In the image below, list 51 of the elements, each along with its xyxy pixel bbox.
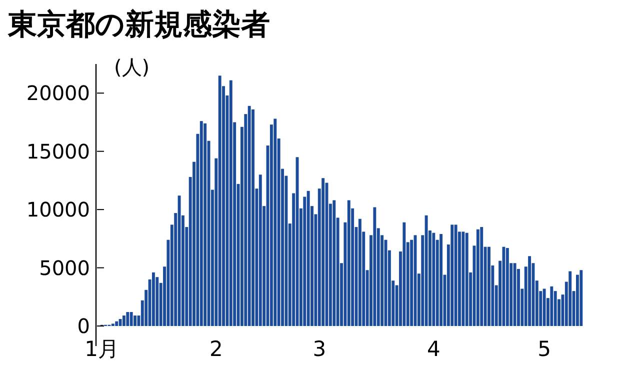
bar (248, 106, 251, 326)
x-tick-label: 2 (209, 337, 223, 361)
bar (122, 316, 126, 326)
bar (454, 224, 458, 326)
bar (542, 288, 546, 326)
bar (252, 109, 254, 326)
bar (306, 190, 310, 326)
bar (152, 272, 155, 326)
y-tick-label: 20000 (26, 81, 90, 106)
bar (462, 232, 465, 326)
bar (229, 80, 232, 326)
y-axis-title: (人) (114, 55, 150, 79)
bar (506, 248, 509, 326)
bar (358, 218, 362, 326)
x-tick-label: 4 (426, 337, 440, 361)
bar (480, 227, 484, 326)
bar (424, 215, 428, 326)
chart-title: 東京都の新規感染者 (7, 7, 270, 41)
y-tick-label: 0 (77, 314, 90, 338)
bar (550, 286, 554, 326)
bar (118, 319, 122, 326)
bar (115, 321, 118, 326)
y-tick-label: 15000 (26, 139, 90, 164)
bar (130, 312, 133, 326)
bar (258, 174, 262, 326)
bar (134, 316, 136, 326)
bar (450, 224, 454, 326)
x-tick-label: 1月 (84, 337, 120, 361)
bar (465, 232, 468, 326)
bar (440, 234, 443, 326)
bar (528, 256, 532, 326)
y-tick-label: 5000 (39, 256, 90, 280)
bar (322, 178, 325, 326)
bar (200, 121, 203, 326)
bar (204, 123, 207, 326)
bar (218, 76, 222, 326)
bar (332, 200, 336, 326)
bar (274, 118, 277, 326)
bar (402, 222, 406, 326)
bar (126, 312, 130, 326)
bar (347, 200, 350, 326)
bar (568, 271, 572, 326)
bar (513, 263, 516, 326)
x-tick-label: 3 (312, 337, 326, 361)
bar (373, 207, 376, 326)
x-tick-label: 5 (538, 337, 551, 361)
y-tick-label: 10000 (26, 198, 90, 222)
bar (476, 229, 480, 326)
bar (432, 232, 436, 326)
bar (488, 246, 490, 326)
bar (580, 270, 583, 326)
